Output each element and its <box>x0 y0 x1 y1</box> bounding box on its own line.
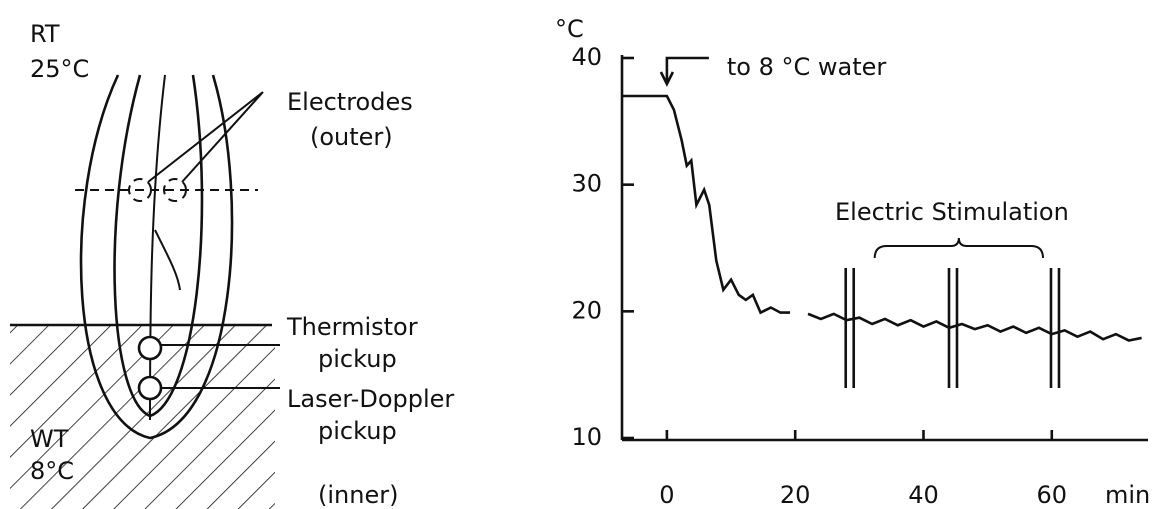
thermistor <box>139 337 161 359</box>
label: (outer) <box>310 123 393 151</box>
y-axis-unit: °C <box>555 15 584 43</box>
annotation: Electric Stimulation <box>835 198 1069 226</box>
stimulation-marker <box>846 268 854 388</box>
finger-diagram: RT 25°C Electrodes (outer) Thermistor pi… <box>10 20 454 509</box>
label: 8°C <box>30 457 74 485</box>
x-tick-label: 0 <box>659 481 674 509</box>
chart: °C min 10 20 30 40 0 20 40 60 to 8 °C water Elect… <box>555 15 1150 509</box>
stimulation-marker <box>1051 268 1059 388</box>
laser-probe <box>139 377 161 399</box>
label: Laser-Doppler <box>287 385 454 413</box>
annotation: to 8 °C water <box>727 53 887 81</box>
x-tick-label: 60 <box>1037 481 1068 509</box>
label: pickup <box>318 417 397 445</box>
label: (inner) <box>318 481 398 509</box>
label: Electrodes <box>287 88 413 116</box>
label: WT <box>30 425 69 453</box>
y-tick-label: 10 <box>571 423 602 451</box>
arrow <box>661 58 709 84</box>
figure: RT 25°C Electrodes (outer) Thermistor pi… <box>0 0 1152 509</box>
y-tick-label: 20 <box>571 296 602 324</box>
label: Thermistor <box>286 313 418 341</box>
y-tick-label: 30 <box>571 170 602 198</box>
x-axis-unit: min <box>1105 481 1150 509</box>
label: pickup <box>318 345 397 373</box>
label: RT <box>30 20 60 48</box>
brace <box>875 238 1043 258</box>
label: 25°C <box>30 55 89 83</box>
x-tick-label: 40 <box>908 481 939 509</box>
x-tick-label: 20 <box>780 481 811 509</box>
y-tick-label: 40 <box>571 43 602 71</box>
electrode-leader <box>148 92 263 182</box>
